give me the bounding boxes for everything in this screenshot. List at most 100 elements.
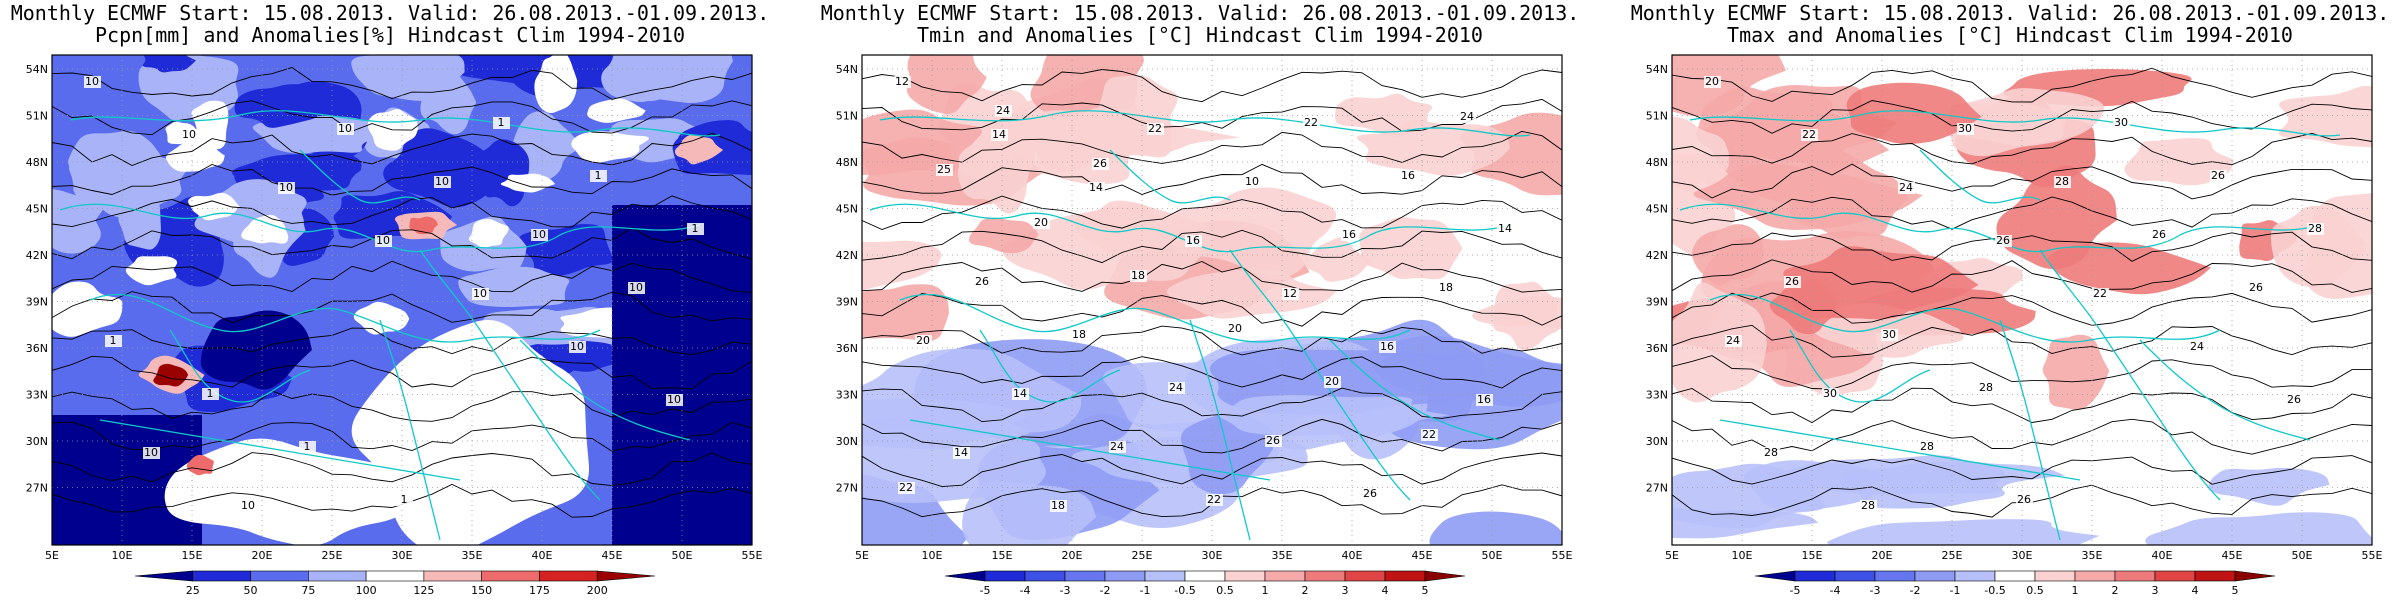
contour-label: 12 xyxy=(1283,287,1297,300)
lat-label: 54N xyxy=(836,63,858,76)
contour-label: 10 xyxy=(144,446,158,459)
contour-line xyxy=(1672,455,2372,485)
contour-label: 28 xyxy=(2055,175,2069,188)
contour-line xyxy=(862,229,1562,264)
coastline-1 xyxy=(899,293,1411,343)
contour-label-bg xyxy=(1130,270,1147,282)
map-canvas: 2022242622242628283028262624302826302628… xyxy=(1646,54,2383,597)
colorbar-swatch xyxy=(1304,570,1346,582)
contour-label: 22 xyxy=(1422,428,1436,441)
lon-label: 35E xyxy=(1272,549,1293,562)
contour-line xyxy=(1672,355,2372,390)
anomaly-patch xyxy=(468,218,509,248)
colorbar-label: -3 xyxy=(1060,584,1071,597)
colorbar-swatch xyxy=(1754,570,1796,582)
anomaly-patch xyxy=(1704,104,1890,205)
colorbar-label: -2 xyxy=(1910,584,1921,597)
coastline-1 xyxy=(89,293,601,343)
contour-label: 10 xyxy=(629,281,643,294)
contour-label-bg xyxy=(396,494,413,506)
lat-label: 39N xyxy=(836,296,858,309)
contour-label-bg xyxy=(2054,176,2071,188)
contour-line xyxy=(1672,259,2372,293)
contour-label: 1 xyxy=(110,334,117,347)
colorbar-label: -4 xyxy=(1020,584,1031,597)
coastline-7 xyxy=(1919,149,2041,204)
anomaly-patch xyxy=(906,55,987,114)
colorbar-swatch xyxy=(2234,570,2276,582)
map-fill-layer xyxy=(862,55,1562,545)
contour-label-bg xyxy=(181,129,198,141)
no-data-area xyxy=(164,438,419,545)
anomaly-patch xyxy=(1429,511,1562,545)
contour-label-bg xyxy=(1978,382,1995,394)
colorbar-label: 100 xyxy=(356,584,377,597)
contour-label: 24 xyxy=(1460,110,1474,123)
anomaly-patch xyxy=(1672,282,1767,403)
contour-label: 22 xyxy=(2093,287,2107,300)
contour-label-bg xyxy=(202,388,219,400)
contour-line xyxy=(862,452,1562,488)
lat-label: 33N xyxy=(26,389,48,402)
contour-label: 10 xyxy=(473,287,487,300)
contour-label-bg xyxy=(1763,447,1780,459)
contour-labels: 12 14 14 16 12 16 16 14 18 22 10 16 18 20 14 24 22 22 16 14… xyxy=(894,75,1514,512)
contour-label: 20 xyxy=(1705,75,1719,88)
contour-label-bg xyxy=(1459,111,1476,123)
lat-label: 54N xyxy=(26,63,48,76)
contour-label: 1 xyxy=(498,116,505,129)
contour-label-bg xyxy=(493,117,510,129)
contour-line xyxy=(862,356,1562,389)
lon-label: 25E xyxy=(1942,549,1963,562)
colorbar-swatch xyxy=(2154,570,2196,582)
coastline-5 xyxy=(2139,339,2311,441)
coastline-2 xyxy=(169,329,311,403)
coastline-1 xyxy=(1709,293,2221,343)
contour-label-bg xyxy=(1362,488,1379,500)
contour-label: 28 xyxy=(2308,222,2322,235)
map-fill-layer xyxy=(52,55,752,545)
anomaly-patch xyxy=(1035,118,1241,156)
anomaly-patch xyxy=(1827,519,2100,545)
anomaly-patch xyxy=(1166,268,1337,319)
contour-line xyxy=(52,67,752,100)
contour-label: 26 xyxy=(1363,487,1377,500)
anomaly-patch xyxy=(512,111,583,184)
anomaly-patch xyxy=(118,183,161,250)
anomaly-patch xyxy=(2270,205,2368,288)
contour-line xyxy=(862,195,1562,230)
coastline-0 xyxy=(1679,203,2321,253)
anomaly-patch xyxy=(534,55,578,113)
coastline-0 xyxy=(869,203,1511,253)
coastline-2 xyxy=(1789,329,1931,403)
contour-label-bg xyxy=(1881,329,1898,341)
contour-line xyxy=(52,164,752,196)
lon-label: 20E xyxy=(252,549,273,562)
lat-label: 45N xyxy=(836,203,858,216)
contour-label-bg xyxy=(2189,341,2206,353)
anomaly-patch xyxy=(191,100,229,150)
contour-line xyxy=(1672,324,2372,358)
contour-line xyxy=(52,390,752,422)
colorbar-swatch xyxy=(1184,570,1226,582)
contour-label: 26 xyxy=(2211,169,2225,182)
contour-label-bg xyxy=(1421,429,1438,441)
lon-label: 5E xyxy=(1665,549,1679,562)
contour-label-bg xyxy=(2307,223,2324,235)
contour-label: 14 xyxy=(992,128,1006,141)
colorbar-label: -0.5 xyxy=(1984,584,2005,597)
colorbar-swatch xyxy=(1914,570,1956,582)
map-title-line2: Tmin and Anomalies [°C] Hindcast Clim 19… xyxy=(917,23,1483,47)
lat-label: 51N xyxy=(26,110,48,123)
anomaly-patch xyxy=(2145,512,2372,545)
colorbar: -5 -4 -3 -2 -1 -0.5 0.5 1 2 3 4 5 xyxy=(944,570,1466,597)
contour-label-bg xyxy=(2016,494,2033,506)
contour-label-bg xyxy=(1303,117,1320,129)
lon-label: 35E xyxy=(2082,549,2103,562)
colorbar-label: 3 xyxy=(2152,584,2159,597)
contour-label: 1 xyxy=(692,222,699,235)
contour-label: 20 xyxy=(1034,216,1048,229)
contour-label: 26 xyxy=(1785,275,1799,288)
contour-line xyxy=(1672,67,2372,103)
